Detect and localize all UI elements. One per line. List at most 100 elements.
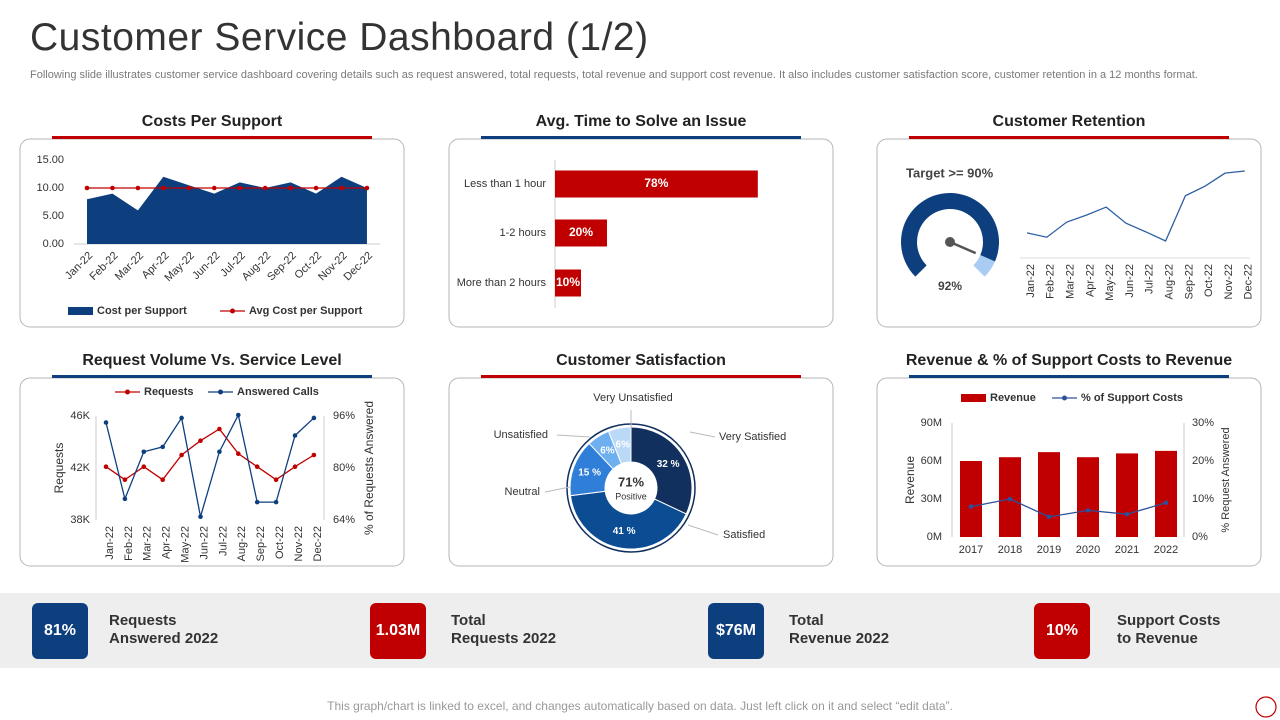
y2-tick-label: 80%: [333, 462, 355, 474]
series-marker: [968, 504, 974, 509]
x-tick-label: Jul-22: [1144, 264, 1156, 294]
corner-icon: [1255, 696, 1277, 718]
series-marker: [1007, 496, 1013, 502]
leader-line: [689, 431, 716, 438]
x-tick-label: 2022: [1154, 544, 1178, 556]
panel-title-underline: [52, 375, 372, 378]
series-marker: [110, 185, 115, 191]
y-axis-label: Revenue: [903, 456, 917, 504]
series-marker: [311, 452, 317, 458]
series-marker: [84, 185, 90, 191]
series-marker: [236, 412, 241, 418]
panel-title-underline: [909, 375, 1229, 378]
y-tick-label: 15.00: [36, 154, 64, 166]
kpi-label: Revenue 2022: [789, 630, 889, 647]
legend-swatch: [125, 389, 130, 395]
panel-title: Customer Retention: [993, 113, 1146, 130]
kpi-value: 10%: [1046, 622, 1078, 639]
legend-label: Cost per Support: [97, 305, 187, 317]
gauge-hub: [945, 237, 955, 247]
series-marker: [292, 433, 298, 438]
series-marker: [211, 185, 217, 191]
data-label: 78%: [644, 176, 668, 190]
x-tick-label: Dec-22: [312, 526, 324, 561]
x-tick-label: Apr-22: [161, 526, 173, 559]
legend-label: Avg Cost per Support: [249, 305, 363, 317]
legend-label: Answered Calls: [237, 386, 319, 398]
y-tick-label: 42K: [70, 462, 90, 474]
x-tick-label: Jul-22: [217, 526, 229, 556]
footer-note: This graph/chart is linked to excel, and…: [327, 699, 953, 713]
legend-label: Requests: [144, 386, 194, 398]
x-tick-label: Feb-22: [1045, 264, 1057, 299]
series-marker: [288, 185, 293, 191]
y2-tick-label: 20%: [1192, 455, 1214, 467]
leader-line: [544, 486, 571, 493]
series-marker: [292, 464, 298, 470]
series-marker: [254, 499, 260, 505]
panel-title: Revenue & % of Support Costs to Revenue: [906, 352, 1232, 369]
slice-label: 32 %: [657, 459, 680, 470]
bar: [1155, 450, 1177, 537]
panel-title-underline: [909, 136, 1229, 139]
bar: [960, 461, 982, 537]
panel-title: Avg. Time to Solve an Issue: [536, 113, 747, 130]
gauge-value: 92%: [938, 279, 962, 293]
slice-label: 6%: [600, 445, 615, 456]
legend-swatch: [68, 307, 93, 315]
kpi-label: Total: [789, 612, 824, 629]
panel-title-underline: [481, 136, 801, 139]
series-marker: [135, 185, 141, 191]
category-label: Satisfied: [723, 529, 765, 541]
series-marker: [103, 464, 109, 470]
series-marker: [217, 426, 222, 432]
x-tick-label: Nov-22: [293, 526, 305, 561]
x-tick-label: Mar-22: [1065, 264, 1077, 299]
leader-line: [556, 434, 591, 438]
data-label: 20%: [569, 225, 593, 239]
bar: [555, 170, 758, 198]
series-line: [970, 498, 1167, 518]
donut-hole: [605, 462, 657, 514]
series-marker: [236, 451, 241, 457]
x-tick-label: Sep-22: [255, 526, 267, 561]
x-tick-label: Mar-22: [142, 526, 154, 561]
x-tick-label: Feb-22: [123, 526, 135, 561]
x-tick-label: Sep-22: [1183, 264, 1195, 299]
series-marker: [179, 452, 184, 458]
series-line: [1026, 170, 1245, 242]
kpi-value: 81%: [44, 622, 76, 639]
x-tick-label: Aug-22: [236, 526, 248, 561]
donut-center-sub: Positive: [615, 491, 647, 501]
legend-swatch: [230, 308, 235, 314]
x-tick-label: Jan-22: [1025, 264, 1037, 298]
y-tick-label: More than 2 hours: [457, 277, 547, 289]
x-tick-label: 2019: [1037, 544, 1061, 556]
category-label: Very Unsatisfied: [593, 392, 672, 404]
page-subtitle: Following slide illustrates customer ser…: [30, 69, 1198, 81]
y-tick-label: Less than 1 hour: [464, 178, 546, 190]
y-tick-label: 46K: [70, 410, 90, 422]
series-marker: [198, 514, 203, 520]
kpi-label: Answered 2022: [109, 630, 218, 647]
y2-axis-label: % Request Answered: [1220, 427, 1232, 532]
x-tick-label: Aug-22: [1164, 264, 1176, 299]
series-marker: [339, 185, 344, 191]
category-label: Neutral: [505, 486, 540, 498]
kpi-label: Total: [451, 612, 486, 629]
panel-title-underline: [481, 375, 801, 378]
x-tick-label: 2018: [998, 544, 1022, 556]
series-marker: [237, 185, 242, 191]
kpi-tile: [1034, 603, 1090, 659]
series-marker: [1124, 511, 1130, 517]
x-tick-label: Oct-22: [274, 526, 286, 559]
gauge-rest: [973, 255, 995, 277]
y-tick-label: 0.00: [43, 238, 64, 250]
slice-label: 6%: [616, 439, 631, 450]
series-marker: [179, 415, 184, 421]
kpi-value: $76M: [716, 622, 756, 639]
y-tick-label: 90M: [921, 417, 942, 429]
kpi-label: Requests: [109, 612, 177, 629]
